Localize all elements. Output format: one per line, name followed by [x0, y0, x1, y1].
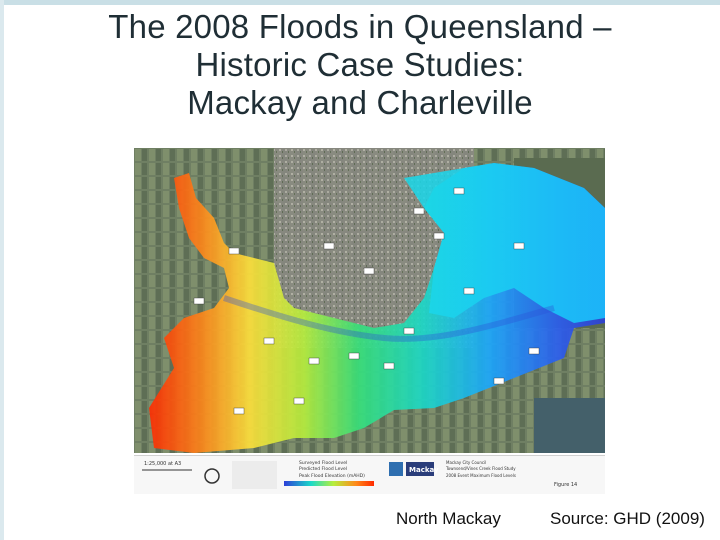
title-line-3: Mackay and Charleville — [187, 84, 533, 121]
legend-plot-title: 2008 Event Maximum Flood Levels — [446, 473, 516, 478]
map-legend-strip: 1:25,000 at A3 Surveyed Flood Level Pred… — [134, 455, 605, 494]
legend-predicted: Predicted Flood Level — [299, 466, 347, 472]
slide-frame-left — [0, 0, 4, 540]
legend-peak-elevation: Peak Flood Elevation (mAHD) — [299, 473, 365, 479]
location-caption: North Mackay — [396, 509, 501, 528]
slide-frame-top — [0, 0, 720, 5]
legend-scale-label: 1:25,000 at A3 — [144, 461, 181, 467]
source-caption: Source: GHD (2009) — [550, 509, 705, 528]
legend-client: Mackay City Council — [446, 460, 486, 465]
mackay-logo: Mackay — [409, 466, 439, 474]
figure-label: Figure 14 — [554, 482, 577, 488]
ghd-logo-icon — [389, 462, 403, 476]
slide-title: The 2008 Floods in Queensland – Historic… — [20, 8, 700, 122]
legend-project: Townsend/Vines Creek Flood Study — [445, 466, 516, 471]
north-arrow-icon — [204, 468, 220, 484]
title-line-2: Historic Case Studies: — [195, 46, 525, 83]
title-line-1: The 2008 Floods in Queensland – — [108, 8, 612, 45]
flood-map-image — [134, 148, 605, 453]
legend-surveyed: Surveyed Flood Level — [299, 460, 347, 466]
